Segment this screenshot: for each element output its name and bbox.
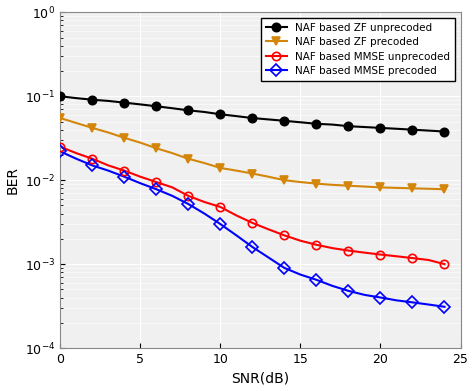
NAF based ZF precoded [346,183,351,188]
NAF based MMSE precoded [185,202,191,206]
NAF based MMSE unprecoded [378,252,383,257]
NAF based MMSE unprecoded [90,156,95,161]
NAF based MMSE unprecoded [346,248,351,253]
Line: NAF based MMSE precoded: NAF based MMSE precoded [56,147,449,311]
NAF based ZF unprecoded [57,94,63,99]
NAF based ZF precoded [90,126,95,130]
NAF based MMSE precoded [410,300,415,305]
NAF based MMSE precoded [218,222,223,226]
NAF based ZF unprecoded [282,118,287,123]
NAF based ZF unprecoded [346,124,351,129]
NAF based ZF precoded [57,116,63,120]
NAF based ZF precoded [154,146,159,151]
NAF based ZF unprecoded [378,126,383,130]
NAF based ZF unprecoded [90,97,95,102]
NAF based MMSE precoded [90,163,95,168]
NAF based ZF unprecoded [218,112,223,117]
NAF based ZF unprecoded [314,122,319,126]
NAF based ZF unprecoded [185,108,191,113]
NAF based MMSE precoded [346,289,351,293]
NAF based MMSE precoded [442,305,447,309]
NAF based MMSE unprecoded [314,242,319,247]
NAF based ZF precoded [282,178,287,183]
NAF based ZF unprecoded [442,129,447,134]
NAF based ZF unprecoded [154,104,159,109]
NAF based MMSE unprecoded [282,233,287,238]
NAF based ZF unprecoded [121,100,127,105]
NAF based MMSE precoded [282,265,287,270]
NAF based MMSE unprecoded [185,194,191,198]
NAF based ZF precoded [410,186,415,191]
Line: NAF based ZF unprecoded: NAF based ZF unprecoded [56,92,449,136]
NAF based MMSE unprecoded [250,221,255,225]
NAF based MMSE unprecoded [442,262,447,266]
NAF based MMSE precoded [154,187,159,192]
NAF based ZF precoded [378,185,383,190]
NAF based ZF unprecoded [410,127,415,132]
NAF based ZF precoded [185,156,191,161]
NAF based ZF precoded [250,171,255,176]
Line: NAF based MMSE unprecoded: NAF based MMSE unprecoded [56,143,449,268]
Line: NAF based ZF precoded: NAF based ZF precoded [56,114,449,194]
NAF based MMSE unprecoded [218,204,223,209]
NAF based ZF unprecoded [250,116,255,120]
NAF based MMSE precoded [314,278,319,282]
NAF based MMSE precoded [250,245,255,249]
NAF based MMSE unprecoded [57,144,63,149]
NAF based MMSE unprecoded [121,168,127,173]
NAF based MMSE precoded [121,174,127,179]
NAF based MMSE precoded [378,295,383,300]
NAF based ZF precoded [442,187,447,192]
NAF based ZF precoded [314,181,319,186]
Y-axis label: BER: BER [6,166,19,194]
NAF based MMSE precoded [57,149,63,154]
NAF based MMSE unprecoded [410,256,415,260]
NAF based MMSE unprecoded [154,180,159,185]
Legend: NAF based ZF unprecoded, NAF based ZF precoded, NAF based MMSE unprecoded, NAF b: NAF based ZF unprecoded, NAF based ZF pr… [261,18,456,81]
NAF based ZF precoded [121,135,127,140]
NAF based ZF precoded [218,165,223,170]
X-axis label: SNR(dB): SNR(dB) [231,371,290,386]
